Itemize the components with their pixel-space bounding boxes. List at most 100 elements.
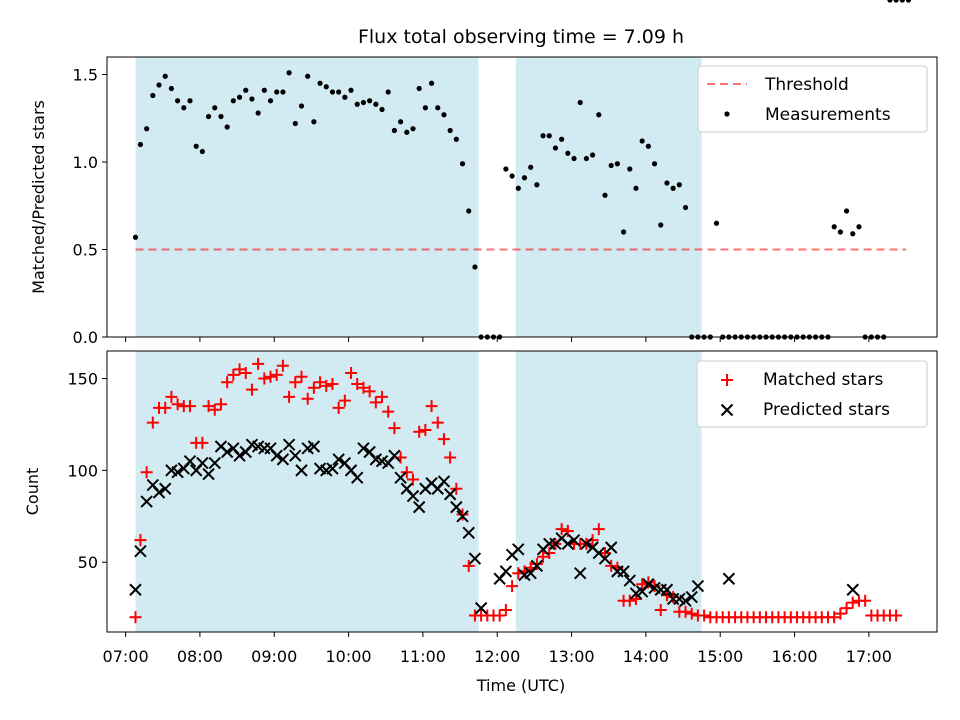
matched-star-point (859, 594, 872, 607)
measurement-point (230, 98, 236, 104)
xtick-label: 17:00 (846, 647, 892, 666)
measurement-point (379, 106, 385, 113)
matched-star-point (351, 378, 364, 391)
legend-predicted-label: Predicted stars (763, 400, 890, 420)
measurement-point (639, 138, 645, 144)
measurement-point (416, 85, 422, 92)
measurement-point (298, 103, 305, 109)
predicted-star-point (574, 567, 587, 580)
matched-star-point (437, 433, 450, 446)
matched-star-point (623, 594, 636, 607)
matched-star-point (654, 603, 667, 616)
measurement-point (577, 99, 583, 106)
matched-star-point (233, 363, 246, 376)
measurement-point (441, 112, 447, 118)
measurement-point (212, 105, 218, 111)
matched-star-point (338, 394, 351, 407)
measurement-point (137, 141, 144, 148)
predicted-star-point (196, 456, 209, 470)
predicted-star-point (412, 500, 426, 514)
predicted-star-point (462, 526, 475, 540)
matched-star-point (258, 372, 271, 385)
predicted-star-point (171, 466, 184, 479)
matched-star-point (320, 379, 333, 392)
measurement-point (150, 92, 156, 99)
top-shaded-interval (515, 57, 702, 337)
matched-star-point (605, 559, 618, 572)
measurement-point (837, 229, 843, 235)
predicted-star-point (598, 552, 612, 565)
matched-star-point (221, 376, 234, 389)
matched-star-point (345, 367, 358, 380)
measurement-point (546, 133, 552, 139)
predicted-star-point (183, 454, 197, 468)
matched-star-point (388, 422, 401, 435)
predicted-star-point (140, 495, 153, 508)
measurement-point (280, 89, 286, 95)
measurement-point (311, 119, 317, 125)
measurement-point (552, 145, 559, 151)
predicted-star-point (499, 565, 513, 578)
top-ylabel: Matched/Predicted stars (29, 100, 48, 294)
predicted-star-point (208, 456, 221, 470)
measurement-point (205, 113, 212, 120)
matched-star-point (332, 401, 345, 414)
top-ytick-label: 0.5 (73, 241, 98, 260)
matched-star-point (642, 576, 655, 589)
measurement-point (410, 126, 416, 132)
measurement-point (422, 105, 428, 111)
measurement-point (397, 119, 404, 125)
matched-star-point (289, 376, 302, 389)
measurement-point (540, 133, 546, 139)
measurement-point (645, 143, 651, 149)
top-ytick-label: 1.5 (73, 66, 98, 85)
xtick-label: 16:00 (771, 647, 817, 666)
measurement-point (329, 89, 336, 95)
matched-star-point (462, 559, 475, 572)
predicted-star-point (679, 594, 692, 607)
measurement-point (360, 99, 367, 106)
xtick-label: 11:00 (400, 647, 446, 666)
matched-star-point (196, 436, 209, 449)
measurement-point (627, 166, 633, 172)
measurement-point (534, 182, 540, 188)
measurement-point (224, 124, 230, 130)
predicted-star-point (474, 601, 488, 615)
predicted-star-point (282, 438, 296, 451)
matched-star-point (685, 607, 698, 620)
predicted-star-point (276, 453, 290, 466)
measurement-point (336, 89, 342, 95)
matched-star-point (629, 592, 642, 605)
predicted-star-point (289, 449, 302, 462)
predicted-star-point (159, 482, 172, 495)
measurement-point (515, 185, 521, 191)
matched-star-point (506, 580, 519, 593)
predicted-star-point (691, 579, 705, 593)
measurement-point (249, 96, 255, 102)
measurement-point (132, 234, 139, 240)
matched-star-point (270, 368, 283, 381)
measurement-point (856, 224, 862, 230)
bottom-ytick-label: 150 (67, 370, 98, 389)
matched-star-point (493, 609, 506, 622)
matched-star-point (357, 381, 370, 394)
predicted-star-point (394, 471, 407, 484)
measurement-point (187, 98, 193, 104)
matched-star-point (450, 482, 463, 495)
bottom-ytick-label: 100 (67, 461, 98, 480)
matched-star-point (834, 607, 847, 620)
matched-star-point (382, 405, 395, 418)
predicted-star-point (443, 488, 457, 501)
top-legend-box (697, 65, 928, 133)
matched-star-point (840, 602, 853, 615)
predicted-star-point (270, 449, 283, 462)
predicted-star-point (642, 578, 655, 591)
measurement-point (521, 175, 528, 181)
matched-star-point (586, 534, 599, 547)
measurement-point (676, 182, 682, 188)
predicted-star-point (660, 583, 674, 596)
matched-star-point (499, 603, 512, 616)
matched-star-point (592, 523, 605, 536)
matched-star-point (184, 400, 196, 413)
